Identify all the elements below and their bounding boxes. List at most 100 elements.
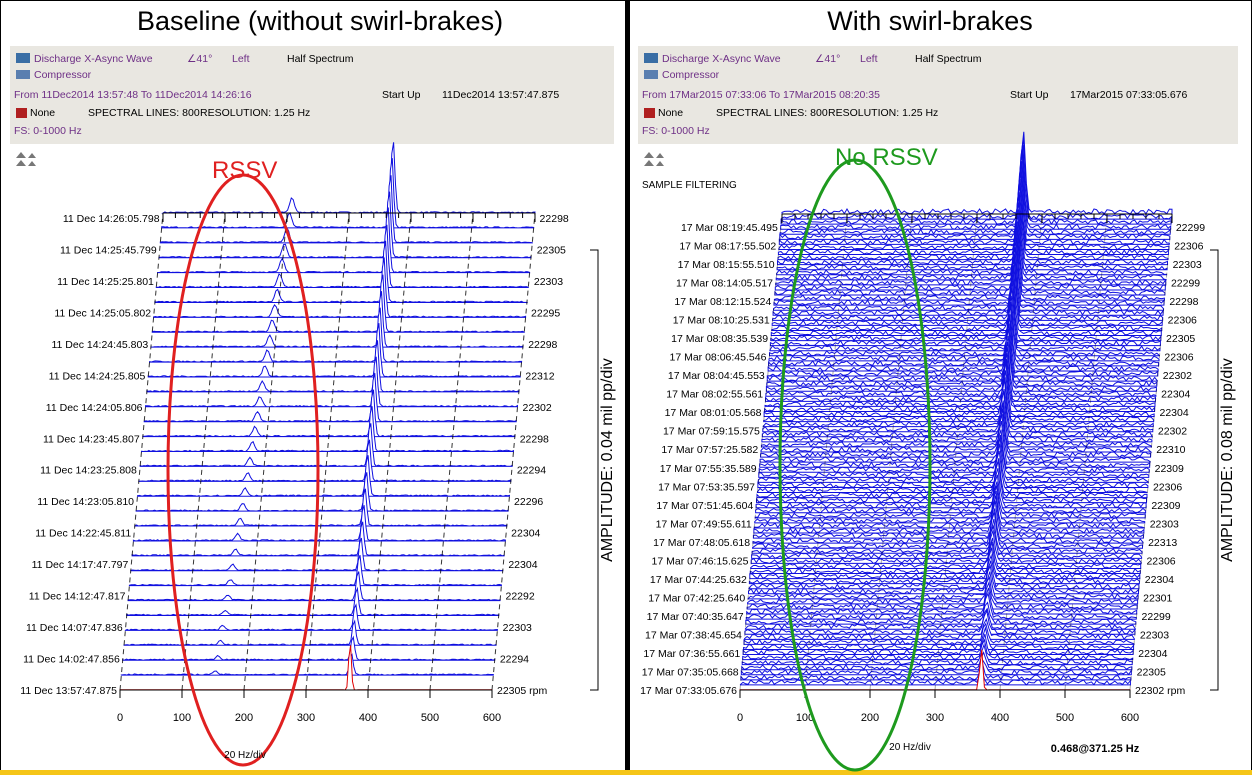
spectrum-trace bbox=[759, 420, 1151, 468]
annotation: RSSV bbox=[212, 157, 277, 184]
time-label: 17 Mar 07:57:25.582 bbox=[661, 444, 758, 456]
header-angle: ∠41° bbox=[187, 53, 212, 65]
grid-line bbox=[804, 213, 848, 691]
spectrum-trace bbox=[768, 304, 1160, 367]
spectrum-trace bbox=[780, 147, 1172, 231]
panel-title: Baseline (without swirl-brakes) bbox=[137, 6, 503, 36]
spectrum-trace bbox=[150, 291, 524, 348]
header-machine: Compressor bbox=[662, 69, 720, 81]
time-label: 17 Mar 08:04:45.553 bbox=[668, 370, 765, 382]
rpm-label: 22294 bbox=[500, 654, 529, 666]
annotation: No RSSV bbox=[835, 144, 938, 171]
spectrum-trace bbox=[134, 488, 508, 527]
spectrum-trace bbox=[746, 587, 1138, 615]
rpm-label: 22305 bbox=[1166, 333, 1195, 345]
spectrum-trace bbox=[161, 158, 535, 229]
rpm-label: 22309 bbox=[1155, 463, 1184, 475]
x-tick-label: 400 bbox=[991, 712, 1009, 724]
spectrum-trace bbox=[771, 258, 1163, 327]
spectrum-trace bbox=[752, 500, 1144, 540]
header-box bbox=[10, 46, 614, 144]
spectrum-trace bbox=[751, 518, 1143, 555]
rpm-label: 22302 bbox=[1158, 426, 1187, 438]
signal-icon bbox=[644, 53, 658, 63]
time-label: 17 Mar 08:10:25.531 bbox=[673, 315, 770, 327]
spectrum-trace bbox=[155, 224, 529, 289]
x-tick-label: 600 bbox=[483, 712, 501, 724]
rpm-label: 22301 bbox=[1143, 592, 1172, 604]
machine-icon bbox=[644, 70, 658, 79]
grid-line bbox=[243, 212, 288, 691]
spectrum-trace bbox=[781, 131, 1173, 215]
rpm-label: 22302 bbox=[1163, 370, 1192, 382]
spectrum-trace bbox=[144, 356, 519, 408]
spectrum-trace bbox=[774, 221, 1166, 291]
rpm-label: 22303 bbox=[1140, 629, 1169, 641]
spectrum-trace bbox=[778, 170, 1170, 251]
spectrum-trace bbox=[740, 662, 1132, 681]
spectrum-trace bbox=[743, 625, 1135, 651]
spectrum-trace bbox=[743, 622, 1135, 646]
x-unit: 20 Hz/div bbox=[224, 750, 266, 761]
spectrum-trace bbox=[742, 638, 1134, 661]
header-fs: FS: 0-1000 Hz bbox=[14, 125, 82, 137]
spectrum-trace bbox=[770, 274, 1162, 342]
rpm-label: 22306 bbox=[1146, 555, 1175, 567]
header-filter: None bbox=[30, 107, 55, 119]
spectrum-trace bbox=[772, 247, 1164, 316]
panel-title: With swirl-brakes bbox=[827, 6, 1033, 36]
grid-line bbox=[739, 213, 783, 691]
spectrum-trace bbox=[774, 226, 1166, 296]
time-label: 11 Dec 14:07:47.836 bbox=[26, 622, 123, 634]
rpm-label: 22292 bbox=[506, 591, 535, 603]
collapse-icon bbox=[644, 152, 664, 166]
spectrum-trace bbox=[136, 455, 511, 497]
spectrum-trace bbox=[756, 450, 1148, 494]
rpm-label: 22294 bbox=[517, 465, 546, 477]
spectrum-trace bbox=[756, 458, 1148, 499]
spectrum-trace bbox=[156, 207, 531, 274]
time-label: 17 Mar 07:33:05.676 bbox=[640, 685, 737, 697]
header-resolution: RESOLUTION: 1.25 Hz bbox=[828, 107, 938, 119]
amplitude-label: AMPLITUDE: 0.04 mil pp/div bbox=[599, 358, 616, 562]
time-label: 17 Mar 08:02:55.561 bbox=[666, 389, 763, 401]
spectrum-trace bbox=[768, 295, 1161, 357]
spectrum-trace bbox=[131, 521, 505, 557]
cursor-readout: 0.468@371.25 Hz bbox=[1051, 743, 1140, 755]
filter-icon bbox=[644, 108, 655, 118]
rpm-label: 22305 bbox=[1137, 666, 1166, 678]
rpm-label: 22304 bbox=[1138, 648, 1167, 660]
spectrum-trace bbox=[758, 429, 1150, 474]
spectrum-trace bbox=[120, 653, 494, 676]
spectrum-trace bbox=[158, 191, 532, 259]
spectrum-trace bbox=[776, 195, 1168, 271]
collapse-icon bbox=[16, 152, 36, 166]
spectrum-trace bbox=[750, 537, 1142, 570]
x-tick-label: 100 bbox=[796, 712, 814, 724]
spectrum-trace bbox=[743, 617, 1136, 641]
bottom-bar bbox=[0, 770, 1252, 775]
spectrum-trace bbox=[776, 192, 1169, 266]
spectrum-trace bbox=[776, 202, 1168, 276]
header-angle: ∠41° bbox=[815, 53, 840, 65]
amplitude-bracket bbox=[1210, 249, 1219, 691]
spectrum-trace bbox=[768, 301, 1160, 362]
spectrum-trace bbox=[159, 175, 533, 244]
spectrum-trace bbox=[740, 660, 1132, 676]
x-tick-label: 0 bbox=[737, 712, 743, 724]
spectrum-trace bbox=[126, 586, 500, 617]
time-label: 17 Mar 08:19:45.495 bbox=[681, 222, 778, 234]
spectrum-trace bbox=[767, 314, 1159, 372]
rpm-label: 22306 bbox=[1153, 481, 1182, 493]
grid-line bbox=[934, 213, 978, 691]
header-side: Left bbox=[232, 53, 250, 65]
header-lines: SPECTRAL LINES: 800 bbox=[88, 107, 200, 119]
spectrum-trace bbox=[142, 389, 516, 438]
spectrum-trace bbox=[754, 485, 1146, 524]
filter-icon bbox=[16, 108, 27, 118]
header-start: 17Mar2015 07:33:05.676 bbox=[1070, 89, 1188, 101]
grid-line bbox=[491, 212, 536, 691]
spectrum-trace bbox=[773, 234, 1165, 306]
spectrum-trace bbox=[751, 524, 1143, 560]
rpm-label: 22304 bbox=[508, 559, 537, 571]
